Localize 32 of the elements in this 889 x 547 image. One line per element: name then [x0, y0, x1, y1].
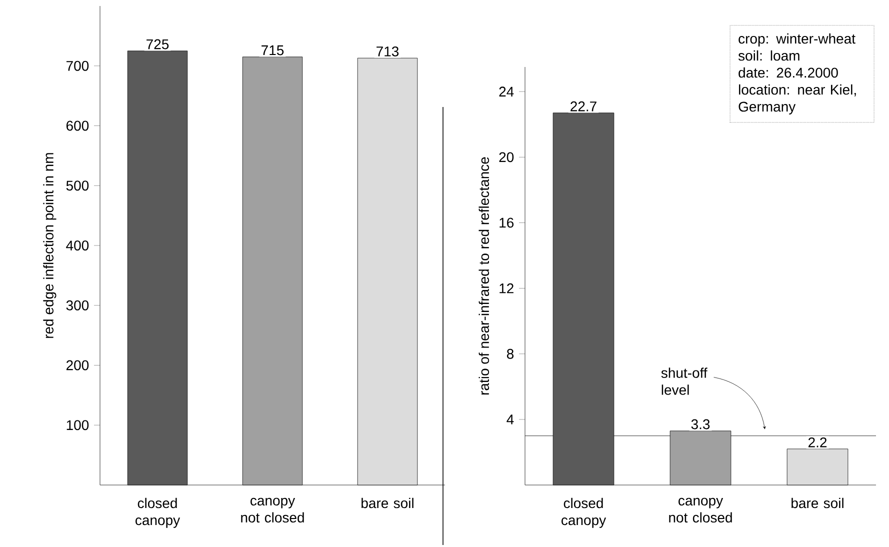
data-label: 3.3 — [691, 419, 710, 430]
annotation: date: 26.4.2000 — [738, 67, 838, 78]
x-tick-label: canopy not closed — [241, 498, 304, 523]
y-tick-label: 400 — [66, 240, 89, 250]
text: soil: loam — [738, 50, 800, 61]
ref-line-label: shut-off level — [661, 368, 708, 395]
y-tick-label: 8 — [506, 348, 514, 359]
x-tick-label: bare soil — [362, 498, 414, 508]
y-tick-label: 200 — [66, 360, 89, 370]
y-tick-label: 100 — [66, 420, 89, 430]
y-tick-label: 12 — [500, 283, 514, 294]
annotation: location: near Kiel, Germany — [738, 84, 856, 114]
data-label: 713 — [376, 46, 399, 56]
data-label: 725 — [146, 39, 169, 50]
y-tick-label: 600 — [66, 120, 89, 131]
data-label: 22.7 — [570, 101, 596, 112]
x-tick-label: bare soil — [792, 498, 844, 508]
y-tick-label: 24 — [499, 86, 514, 96]
text: crop: winter-wheat — [738, 33, 856, 46]
y-axis-title: red edge inflection point in nm — [43, 153, 56, 338]
y-tick-label: 16 — [500, 218, 514, 228]
y-tick-label: 500 — [66, 180, 89, 191]
y-tick-label: 20 — [499, 152, 514, 162]
data-label: 2.2 — [808, 437, 827, 448]
y-tick-label: 4 — [506, 414, 514, 424]
y-axis-title: ratio of near-infrared to red reflectance — [478, 157, 490, 395]
x-tick-label: closed canopy — [136, 498, 180, 528]
x-tick-label: closed canopy — [562, 498, 606, 528]
y-tick-label: 700 — [66, 60, 89, 71]
data-label: 715 — [262, 45, 284, 56]
y-tick-label: 300 — [66, 300, 89, 310]
x-tick-label: canopy not closed — [669, 498, 732, 523]
